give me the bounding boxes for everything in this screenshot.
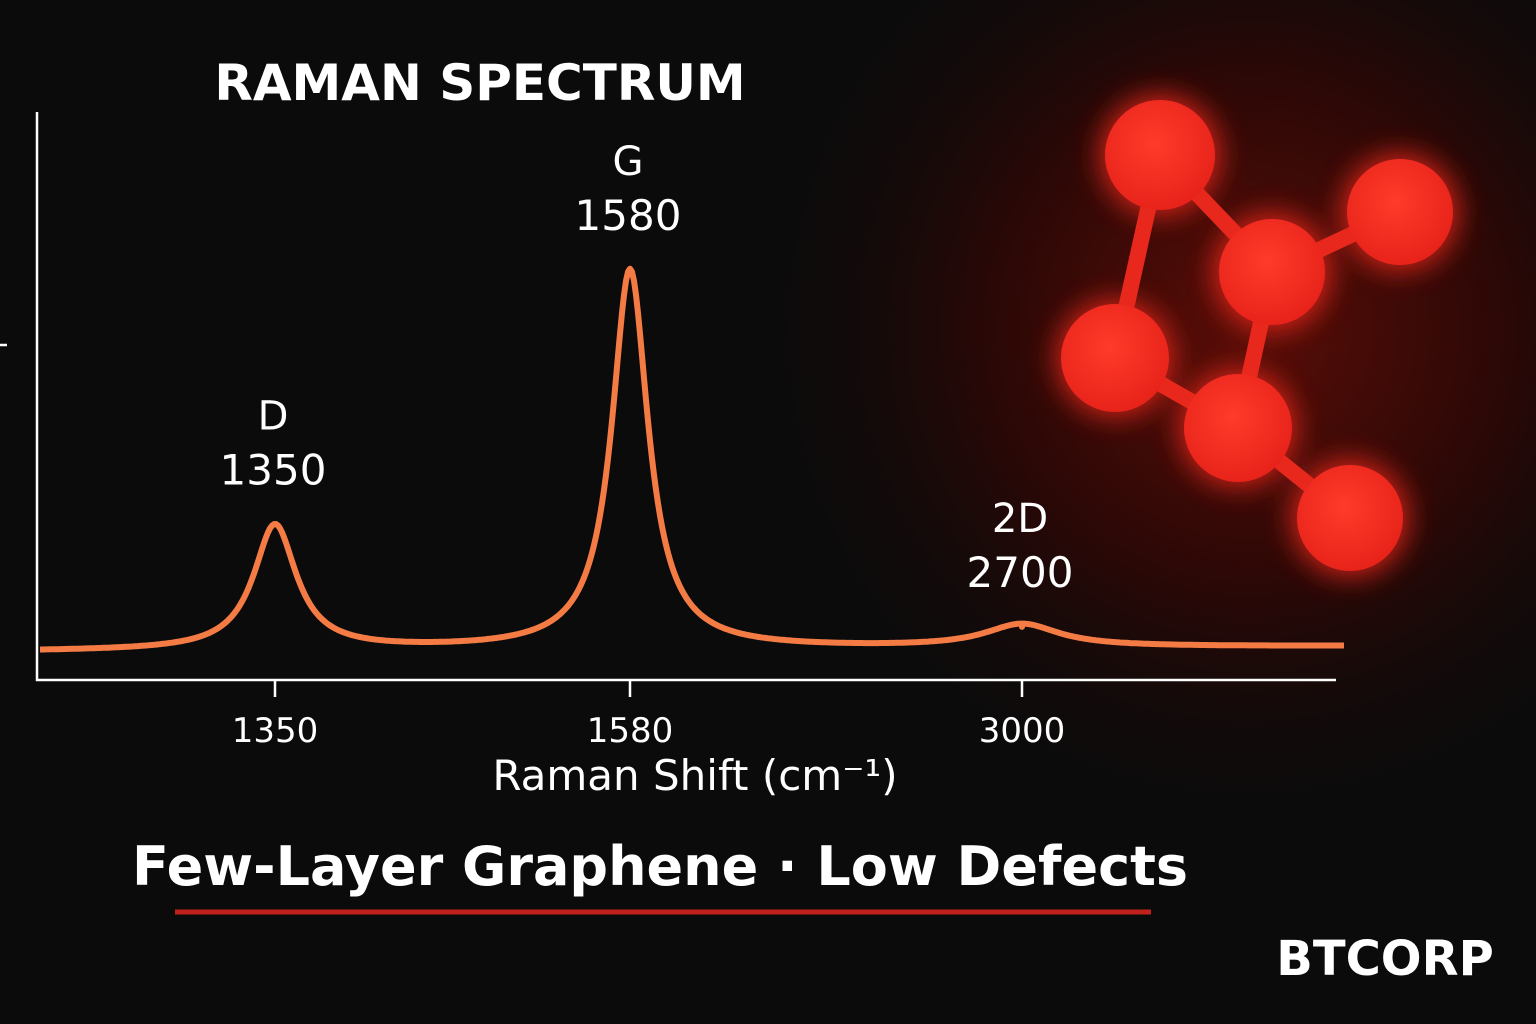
peak-apex	[627, 267, 633, 273]
x-tick-label: 1350	[232, 711, 319, 751]
peak-label: 2D	[992, 496, 1048, 542]
brand: BTCORP	[1276, 931, 1494, 987]
chart-title: RAMAN SPECTRUM	[214, 54, 745, 112]
peak-label: D	[258, 393, 289, 439]
subtitle: Few-Layer Graphene · Low Defects	[132, 835, 1188, 898]
peak-shift: 1350	[220, 445, 327, 494]
spectrum-line	[39, 265, 1345, 653]
x-axis-label: Raman Shift (cm⁻¹)	[492, 751, 897, 800]
x-tick-label: 3000	[979, 711, 1066, 751]
peak-apex	[1019, 623, 1025, 630]
peak-shift: 2700	[967, 548, 1074, 597]
molecule	[1057, 95, 1458, 576]
peak-shift: 1580	[575, 191, 682, 240]
peak-apex	[272, 521, 278, 528]
x-tick-label: 1580	[587, 711, 674, 751]
peak-label: G	[613, 139, 644, 185]
